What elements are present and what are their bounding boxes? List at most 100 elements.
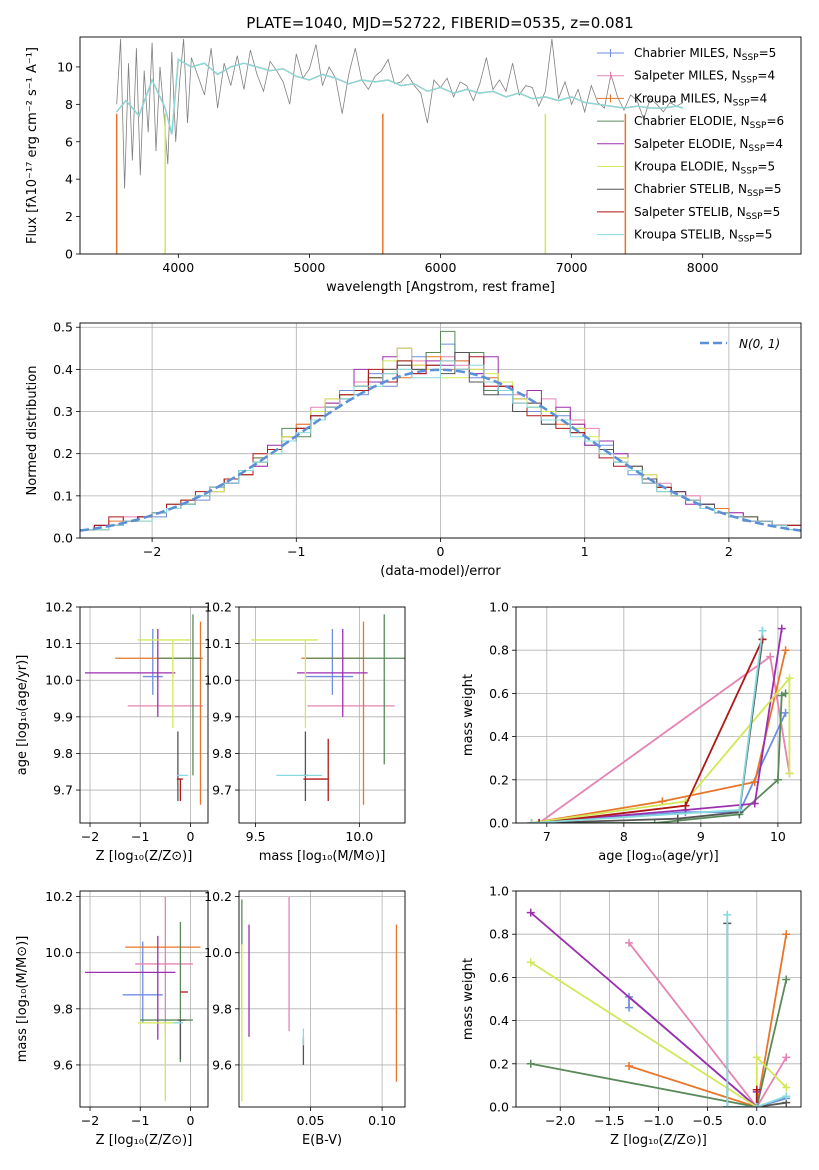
series-point-kroupa-stelib [782,1092,791,1101]
series-point-chabrier-elodie [526,1059,535,1068]
x-tick-label: −2 [81,1113,99,1128]
x-axis-label: Z [log₁₀(Z/Z⊙)] [610,1133,707,1148]
series-point-kroupa-miles [782,930,791,939]
y-tick-label: 10.1 [45,636,73,651]
y-axis-label: Flux [fλ10⁻¹⁷ erg cm⁻² s⁻¹ A⁻¹] [25,47,40,244]
y-tick-label: 9.7 [212,783,232,798]
y-tick-label: 2 [65,209,73,224]
y-tick-label: 0 [65,247,73,262]
series-point-kroupa-elodie [752,1053,761,1062]
errorbar-plot-area [251,614,405,805]
x-tick-label: −0.5 [692,1113,722,1128]
massweight-vs-Z-panel: −2.0 −1.5 −1.0 −0.5 0.0 0.0 0.2 0.4 0.6 0.8 1.0 Z [… [461,884,802,1148]
y-axis-label: Normed distribution [25,366,40,496]
series-line-kroupa-miles [531,649,787,823]
legend-label: Salpeter MILES, NSSP=4 [634,69,775,86]
figure-title: PLATE=1040, MJD=52722, FIBERID=0535, z=0… [246,14,633,32]
y-axis-label: age [log₁₀(age/yr)] [15,655,30,776]
line-plot-area [527,624,794,823]
series-point-kroupa-elodie [785,674,794,683]
y-tick-label: 0.8 [489,643,509,658]
series-point-chabrier-miles [781,708,790,717]
series-point-chabrier-elodie [782,975,791,984]
y-tick-label: 0.5 [53,320,73,335]
histogram-panel: −2 −1 0 1 2 0.0 0.1 0.2 0.3 0.4 0.5 (data-model)/er… [25,320,802,579]
y-axis-label: mass [log₁₀(M/M⊙)] [15,936,30,1063]
series-point-chabrier-elodie [650,819,659,823]
axes-frame [238,890,406,1108]
y-tick-label: 10.2 [204,600,232,615]
y-tick-label: 0.3 [53,404,73,419]
series-line-kroupa-stelib [726,914,787,1107]
y-tick-label: 9.8 [53,1001,73,1016]
y-tick-label: 9.6 [53,1057,73,1072]
series-point-kroupa-miles [625,1061,634,1070]
massweight-vs-age-panel: 7 8 9 10 0.0 0.2 0.4 0.6 0.8 1.0 age [log₁₀(age/yr… [461,600,802,864]
y-tick-label: 0.8 [489,927,509,942]
axes-frame [515,606,802,824]
series-point-salpeter-elodie [750,799,759,808]
series-line-kroupa-miles [628,934,788,1107]
x-tick-label: −1.0 [643,1113,673,1128]
errorbar-plot-area [241,896,398,1102]
errorbar-salpeter-stelib [303,738,329,802]
y-tick-label: 9.9 [53,709,73,724]
y-tick-label: 9.8 [212,1001,232,1016]
y-tick-label: 9.8 [53,746,73,761]
y-tick-label: 10.0 [45,945,73,960]
legend-label: Chabrier STELIB, NSSP=5 [634,182,782,199]
legend-label: Kroupa STELIB, NSSP=5 [634,228,772,245]
errorbar-chabrier-stelib [177,1019,186,1060]
axes-frame [238,606,406,824]
x-axis-label: E(B-V) [302,1133,342,1148]
gaussian-curve [80,368,801,532]
y-tick-label: 1.0 [489,884,509,899]
y-tick-label: 10.2 [204,889,232,904]
series-point-kroupa-stelib [527,819,536,823]
series-point-kroupa-stelib [752,1103,761,1107]
x-tick-label: −1 [287,544,305,559]
y-tick-label: 9.9 [212,709,232,724]
x-tick-label: −2.0 [545,1113,575,1128]
x-axis-label: Z [log₁₀(Z/Z⊙)] [96,1133,193,1148]
series-point-salpeter-stelib [681,801,690,810]
legend-label: Kroupa MILES, NSSP=4 [634,91,767,108]
y-tick-label: 0.6 [489,970,509,985]
errorbar-salpeter-stelib [176,778,183,802]
x-tick-label: 7 [543,829,551,844]
errorbar-kroupa-elodie [137,639,191,728]
legend-label: Salpeter ELODIE, NSSP=4 [634,137,783,154]
x-tick-label: 1 [581,544,589,559]
y-tick-label: 0.1 [53,488,73,503]
model-curve-line [116,58,684,135]
errorbar-salpeter-elodie [297,628,368,717]
y-tick-label: 0.4 [53,362,73,377]
series-point-kroupa-miles [781,646,790,655]
y-tick-label: 9.7 [53,783,73,798]
x-tick-label: −1.5 [594,1113,624,1128]
x-tick-label: 8000 [687,260,719,275]
y-tick-label: 10.0 [204,945,232,960]
series-point-kroupa-stelib [735,806,744,815]
legend-label: Salpeter STELIB, NSSP=5 [634,205,780,222]
y-tick-label: 0.2 [489,772,509,787]
series-point-kroupa-elodie [782,1083,791,1092]
y-tick-label: 10.2 [45,889,73,904]
x-tick-label: −1 [131,829,149,844]
series-line-salpeter-miles [628,942,788,1107]
series-point-salpeter-miles [766,652,775,661]
series-point-salpeter-elodie [526,908,535,917]
axes-frame [79,36,802,255]
histogram-plot-area [80,330,801,532]
axes-frame [79,606,209,824]
x-tick-label: 0 [186,829,194,844]
series-point-chabrier-elodie [781,689,790,698]
x-tick-label: 8 [620,829,628,844]
series-point-kroupa-stelib [758,626,767,635]
series-point-salpeter-miles [782,1053,791,1062]
spectrum-panel: 4000 5000 6000 7000 8000 0 2 4 6 8 10 wavelength [A… [25,36,802,295]
y-tick-label: 8 [65,97,73,112]
x-tick-label: −2 [143,544,161,559]
errorbar-kroupa-elodie [251,639,318,728]
